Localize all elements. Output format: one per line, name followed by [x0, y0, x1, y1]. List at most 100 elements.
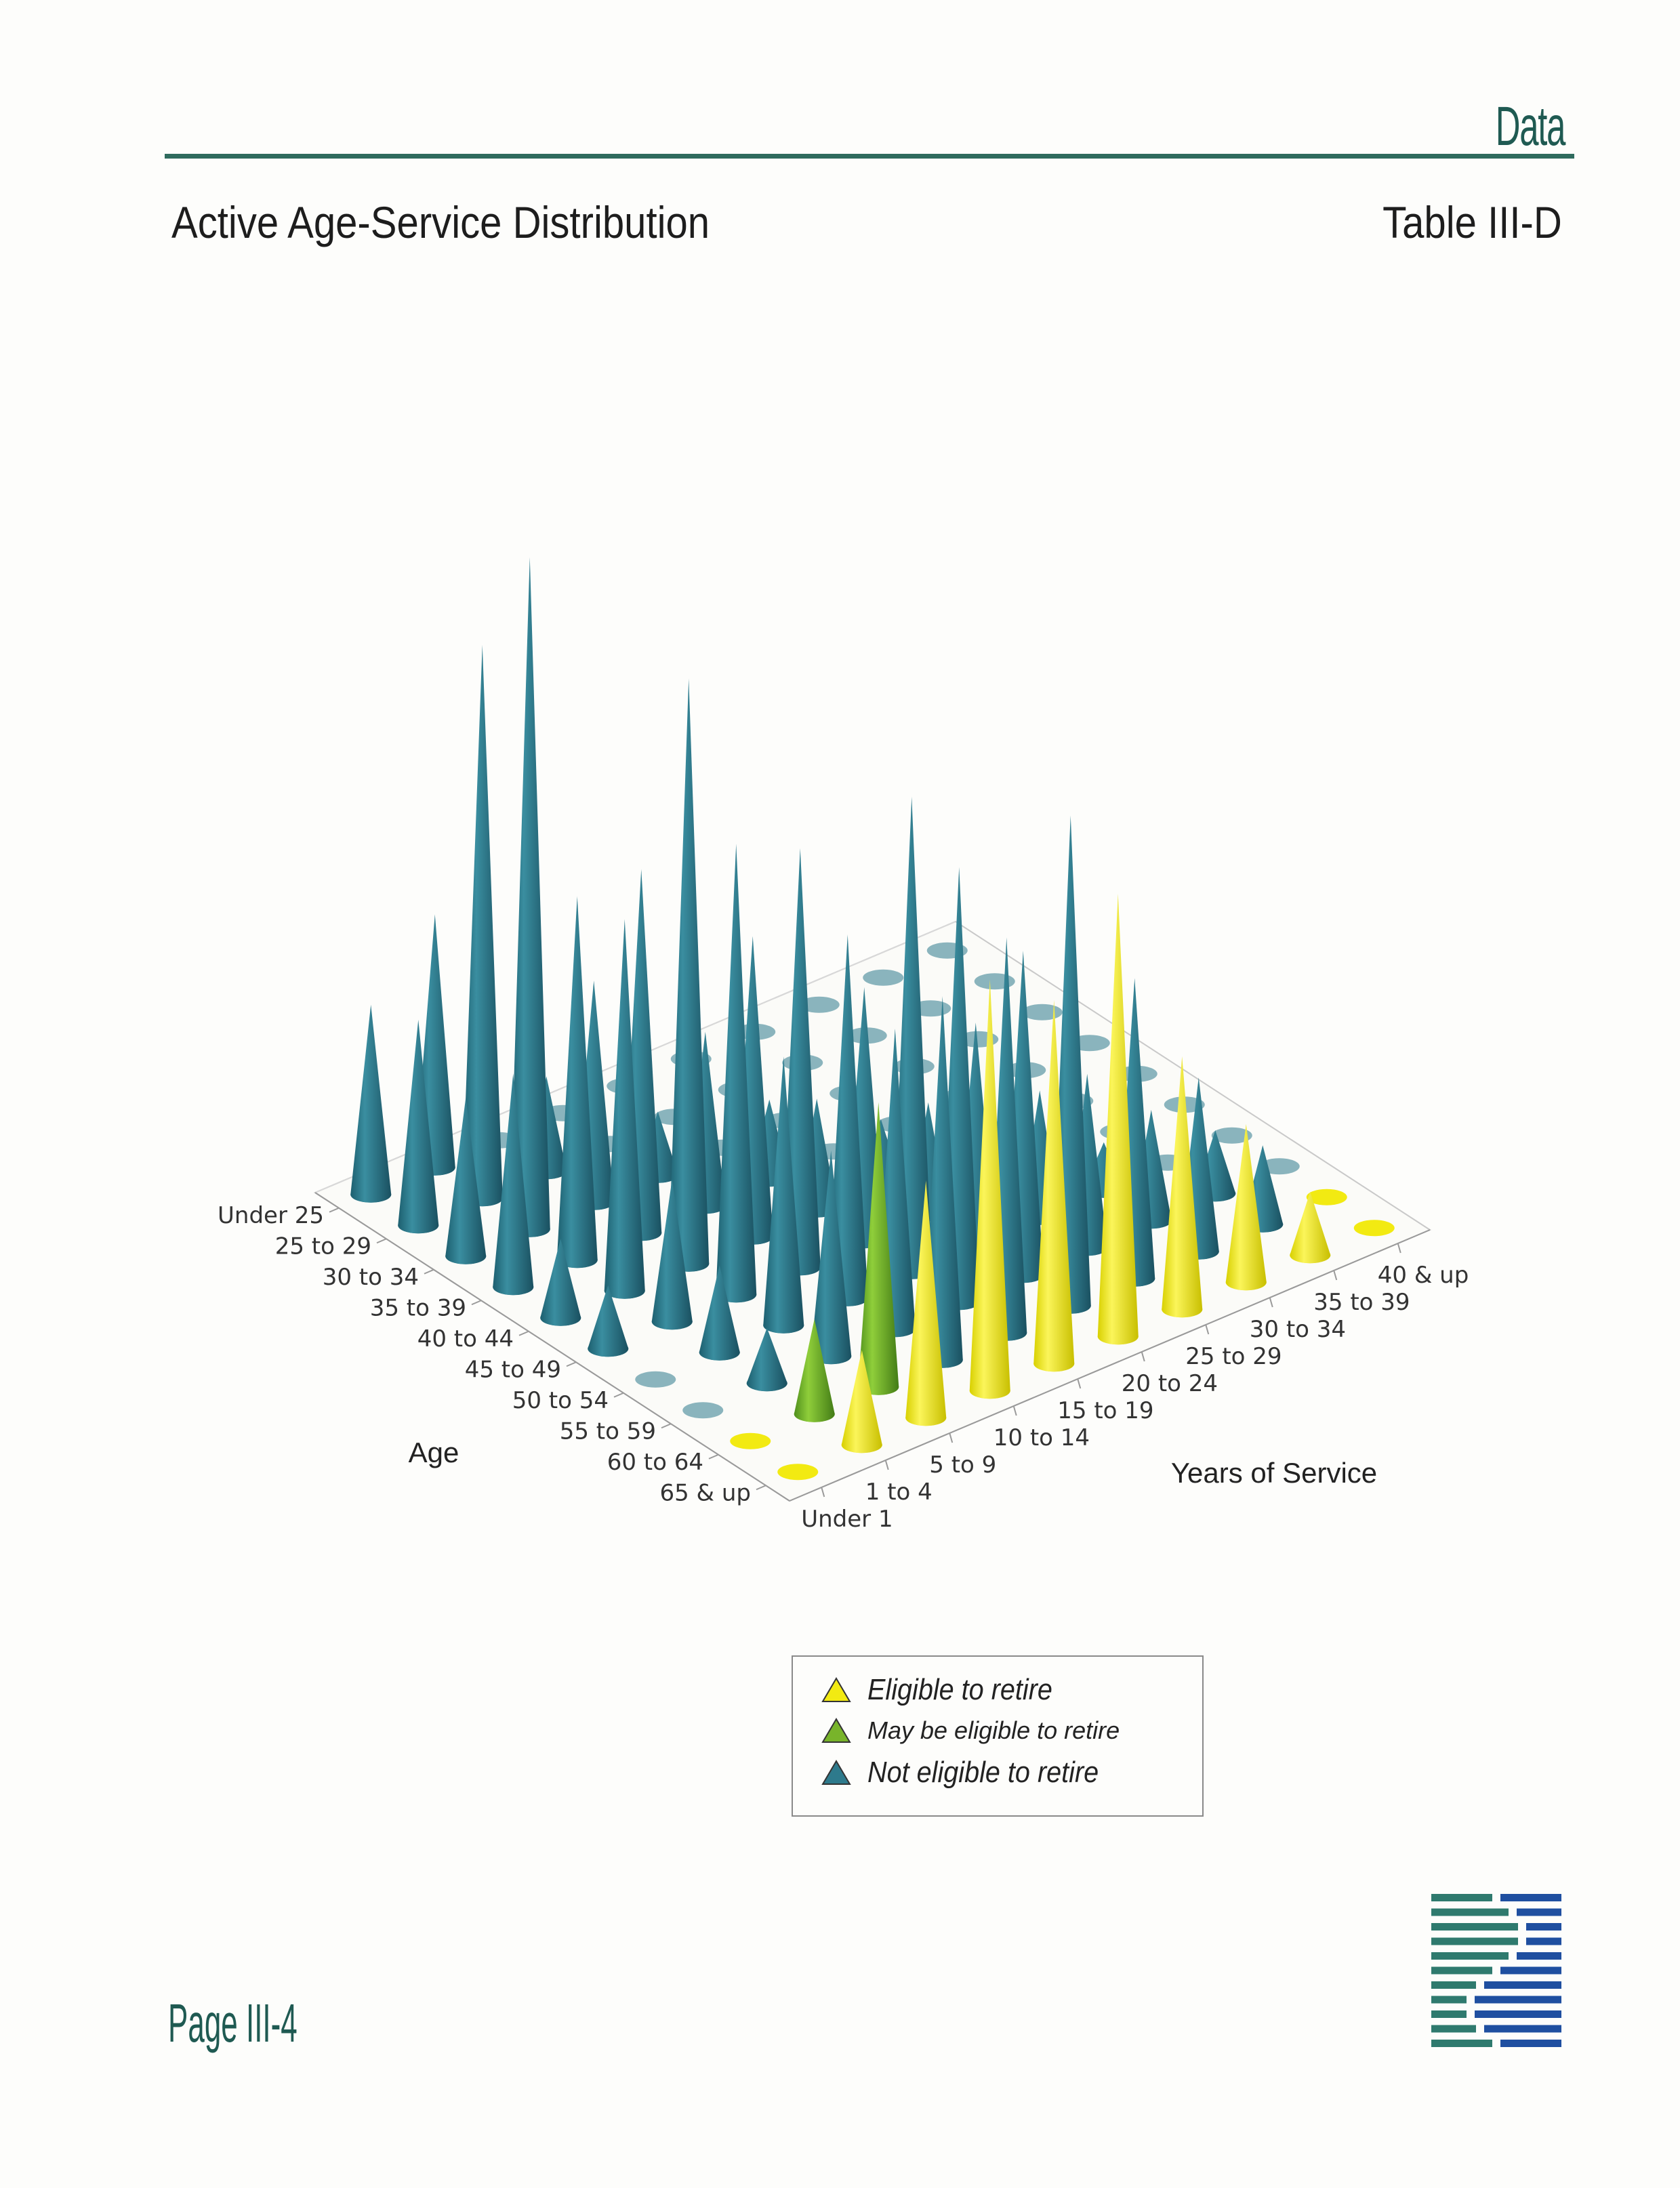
age-tick — [518, 1330, 529, 1336]
legend-label: May be eligible to retire — [867, 1716, 1120, 1744]
cone-body — [858, 1102, 899, 1395]
cone-mark — [398, 1019, 439, 1234]
empty-cell-marker — [682, 1402, 724, 1419]
logo-bar-left — [1431, 2040, 1492, 2047]
cone-body — [668, 678, 710, 1272]
cone-mark — [969, 979, 1010, 1399]
chart-axes — [314, 1192, 1431, 1502]
cone-mark — [841, 1350, 882, 1453]
age-tick-label: Under 25 — [218, 1202, 324, 1229]
cone-body — [699, 1265, 740, 1361]
empty-cell-marker — [1021, 1004, 1063, 1020]
company-logo-icon — [1431, 1894, 1561, 2047]
cone-body — [905, 1180, 947, 1426]
cone-mark — [588, 1285, 629, 1357]
legend-item-may-be-eligible: May be eligible to retire — [821, 1716, 1120, 1745]
cone-body — [493, 1073, 534, 1296]
service-axis — [789, 1229, 1431, 1502]
service-tick — [1141, 1351, 1145, 1362]
age-tick-label: 30 to 34 — [323, 1264, 419, 1291]
cone-body — [716, 844, 757, 1303]
service-tick-label: Under 1 — [801, 1506, 893, 1533]
service-tick-label: 30 to 34 — [1250, 1316, 1346, 1343]
age-tick — [424, 1268, 434, 1275]
cone-body — [1097, 893, 1139, 1345]
age-tick-label: 65 & up — [659, 1479, 751, 1506]
cone-body — [445, 1098, 487, 1264]
cone-mark — [794, 1319, 835, 1422]
cone-mark — [699, 1265, 740, 1361]
logo-bar-right — [1526, 1923, 1561, 1931]
logo-bar-right — [1475, 1996, 1561, 2004]
logo-bar-left — [1431, 1952, 1509, 1960]
cone-body — [811, 1150, 852, 1365]
chart-legend: Eligible to retire May be eligible to re… — [792, 1655, 1204, 1817]
service-tick — [1269, 1297, 1273, 1308]
cone-body — [827, 934, 868, 1306]
cone-body — [1033, 999, 1075, 1372]
cone-mark — [1097, 893, 1139, 1345]
age-axis — [314, 1192, 790, 1502]
cone-body — [540, 1239, 581, 1326]
logo-bar-right — [1475, 2010, 1561, 2018]
age-tick-label: 25 to 29 — [275, 1233, 371, 1260]
logo-bar-right — [1500, 2040, 1561, 2047]
cone-body — [1290, 1191, 1331, 1264]
cone-mark — [668, 678, 710, 1272]
logo-bar-right — [1526, 1937, 1561, 1945]
cone-body — [588, 1285, 629, 1357]
age-tick — [708, 1453, 719, 1460]
cone-body — [651, 1179, 693, 1330]
triangle-icon — [821, 1677, 851, 1702]
cone-mark — [1290, 1191, 1331, 1264]
service-axis-label: Years of Service — [1171, 1457, 1377, 1489]
cone-body — [556, 896, 598, 1268]
age-tick-label: 60 to 64 — [607, 1449, 703, 1476]
cone-body — [794, 1319, 835, 1422]
age-tick — [566, 1361, 577, 1367]
cone-mark — [1162, 1056, 1203, 1318]
age-tick — [329, 1207, 340, 1213]
service-tick-label: 25 to 29 — [1185, 1343, 1282, 1370]
page-title: Active Age-Service Distribution — [171, 197, 710, 247]
logo-bar-right — [1517, 1908, 1561, 1916]
cone-body — [462, 644, 503, 1207]
service-tick-label: 20 to 24 — [1122, 1370, 1218, 1397]
cone-mark — [763, 1056, 804, 1334]
service-tick — [1077, 1378, 1082, 1389]
logo-bar-right — [1500, 1894, 1561, 1901]
cone-mark — [350, 1004, 392, 1203]
empty-cell-marker — [1211, 1127, 1252, 1144]
table-id: Table III-D — [1382, 197, 1562, 247]
logo-bar-left — [1431, 1996, 1467, 2004]
service-tick-label: 10 to 14 — [993, 1424, 1090, 1451]
cone-mark — [1033, 999, 1075, 1372]
cone-mark — [540, 1239, 581, 1326]
cone-body — [509, 557, 550, 1237]
triangle-icon — [821, 1718, 851, 1743]
age-tick-label: 35 to 39 — [370, 1294, 466, 1321]
logo-bar-right — [1517, 1952, 1561, 1960]
service-tick-label: 15 to 19 — [1057, 1397, 1153, 1424]
logo-bar-left — [1431, 1908, 1509, 1916]
service-tick — [1333, 1270, 1338, 1281]
service-tick — [821, 1487, 825, 1498]
service-tick-label: 40 & up — [1378, 1262, 1469, 1289]
logo-bar-right — [1484, 2025, 1561, 2033]
logo-bar-left — [1431, 2025, 1476, 2033]
empty-cell-marker — [1353, 1220, 1395, 1237]
legend-label: Eligible to retire — [867, 1673, 1052, 1706]
cone-mark — [651, 1179, 693, 1330]
cone-body — [746, 1327, 787, 1392]
cone-mark — [445, 1098, 487, 1264]
age-axis-label: Age — [409, 1437, 459, 1468]
cone-mark — [1225, 1123, 1267, 1291]
empty-cell-marker — [635, 1371, 676, 1388]
age-tick — [661, 1423, 672, 1429]
logo-bar-right — [1484, 1981, 1561, 1989]
cone-body — [969, 979, 1010, 1399]
cone-body — [1162, 1056, 1203, 1318]
empty-cell-marker — [798, 996, 840, 1013]
